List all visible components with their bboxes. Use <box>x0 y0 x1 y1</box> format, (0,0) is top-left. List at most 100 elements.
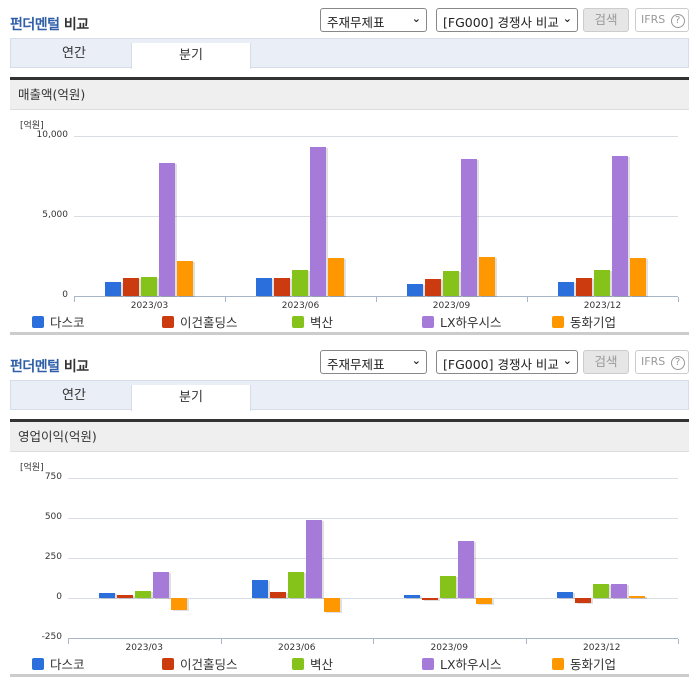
ifrs-label: IFRS <box>641 13 666 26</box>
bar-LX하우시스 <box>158 163 175 296</box>
legend-label: 이건홀딩스 <box>180 657 238 672</box>
legend-item[interactable]: LX하우시스 <box>422 312 502 330</box>
x-tick-mark <box>678 297 679 302</box>
bar-벽산 <box>442 271 459 296</box>
x-tick-label: 2023/06 <box>281 301 320 311</box>
x-tick-mark <box>74 297 75 302</box>
bar-LX하우시스 <box>458 541 475 598</box>
period-tabs: 연간 분기 <box>10 380 689 411</box>
chart-subheader: 영업이익(억원) <box>10 419 689 452</box>
legend-item[interactable]: 벽산 <box>292 654 334 672</box>
bar-동화기업 <box>323 598 340 613</box>
bar-벽산 <box>140 276 157 296</box>
legend-label: 이건홀딩스 <box>180 315 238 330</box>
legend-swatch <box>292 316 304 328</box>
legend-item[interactable]: 다스코 <box>32 312 85 330</box>
search-button[interactable]: 검색 <box>583 350 629 374</box>
legend-item[interactable]: 동화기업 <box>552 654 617 672</box>
legend-item[interactable]: 다스코 <box>32 654 85 672</box>
bar-이건홀딩스 <box>422 598 439 601</box>
title-dark: 비교 <box>63 17 89 33</box>
tab-annual[interactable]: 연간 <box>62 388 86 403</box>
bar-다스코 <box>404 594 421 598</box>
ifrs-button[interactable]: IFRS ? <box>635 8 689 32</box>
bar-이건홀딩스 <box>575 277 592 296</box>
gridline <box>68 558 678 559</box>
bar-동화기업 <box>176 260 193 296</box>
legend-label: 다스코 <box>50 315 85 330</box>
bar-벽산 <box>291 270 308 296</box>
bar-다스코 <box>255 278 272 296</box>
bar-벽산 <box>287 571 304 598</box>
tab-annual[interactable]: 연간 <box>62 46 86 61</box>
legend-swatch <box>292 658 304 670</box>
y-tick-label: 500 <box>44 512 62 522</box>
statement-type-select[interactable]: 주재무제표 ⌄ <box>320 350 427 374</box>
bar-LX하우시스 <box>309 147 326 296</box>
gridline <box>68 518 678 519</box>
gridline <box>74 216 678 217</box>
bar-LX하우시스 <box>611 156 628 296</box>
comparison-select[interactable]: [FG000] 경쟁사 비교 ⌄ <box>436 350 578 374</box>
legend-swatch <box>32 658 44 670</box>
chevron-down-icon: ⌄ <box>562 354 572 367</box>
bar-LX하우시스 <box>305 519 322 598</box>
chevron-down-icon: ⌄ <box>411 354 421 367</box>
select-value: [FG000] 경쟁사 비교 <box>443 15 559 30</box>
bar-LX하우시스 <box>460 159 477 296</box>
bar-다스코 <box>104 281 121 296</box>
bar-이건홀딩스 <box>117 594 134 598</box>
legend-swatch <box>162 658 174 670</box>
legend-item[interactable]: 이건홀딩스 <box>162 654 238 672</box>
bar-이건홀딩스 <box>273 278 290 296</box>
tab-quarterly[interactable]: 분기 <box>131 385 251 411</box>
bar-벽산 <box>440 575 457 598</box>
legend-label: LX하우시스 <box>440 315 502 330</box>
legend-swatch <box>422 658 434 670</box>
x-tick-label: 2023/03 <box>130 301 169 311</box>
help-icon[interactable]: ? <box>670 14 685 28</box>
x-tick-mark <box>376 297 377 302</box>
legend-swatch <box>552 316 564 328</box>
x-tick-label: 2023/03 <box>125 643 163 653</box>
help-icon[interactable]: ? <box>670 356 685 370</box>
select-value: 주재무제표 <box>327 357 385 372</box>
bar-이건홀딩스 <box>424 279 441 296</box>
legend-label: 다스코 <box>50 657 85 672</box>
legend-label: 동화기업 <box>570 657 617 672</box>
search-button[interactable]: 검색 <box>583 8 629 32</box>
legend-item[interactable]: 이건홀딩스 <box>162 312 238 330</box>
legend-label: 벽산 <box>310 657 334 672</box>
bar-벽산 <box>135 590 152 598</box>
tab-quarterly[interactable]: 분기 <box>131 43 251 69</box>
y-tick-label: 0 <box>56 592 62 602</box>
section-title: 펀더멘털 비교 <box>10 356 89 376</box>
y-tick-label: -250 <box>41 632 62 642</box>
x-tick-label: 2023/12 <box>583 301 622 311</box>
bar-LX하우시스 <box>610 584 627 598</box>
legend-item[interactable]: 동화기업 <box>552 312 616 330</box>
ifrs-button[interactable]: IFRS ? <box>635 350 689 374</box>
y-tick-label: 0 <box>62 290 68 300</box>
legend-item[interactable]: 벽산 <box>292 312 334 330</box>
statement-type-select[interactable]: 주재무제표 ⌄ <box>320 8 427 32</box>
section-header: 펀더멘털 비교 주재무제표 ⌄ [FG000] 경쟁사 비교 ⌄ 검색 IFRS… <box>0 342 696 380</box>
x-tick-mark <box>220 639 222 644</box>
bar-동화기업 <box>476 598 493 604</box>
legend-item[interactable]: LX하우시스 <box>422 654 502 672</box>
bar-LX하우시스 <box>153 572 170 598</box>
chevron-down-icon: ⌄ <box>562 12 572 25</box>
x-tick-mark <box>525 639 527 644</box>
revenue-chart: [억원] 10,000 5,000 0 2023/03 2023/06 2023/09 202… <box>10 111 689 335</box>
bar-동화기업 <box>629 257 646 296</box>
bar-다스코 <box>556 592 573 598</box>
legend-label: LX하우시스 <box>440 657 502 672</box>
bar-동화기업 <box>327 257 344 296</box>
legend-label: 벽산 <box>310 315 334 330</box>
comparison-select[interactable]: [FG000] 경쟁사 비교 ⌄ <box>436 8 578 32</box>
x-tick-mark <box>527 297 528 302</box>
gridline <box>68 478 678 479</box>
ifrs-label: IFRS <box>641 355 666 368</box>
legend-swatch <box>422 316 434 328</box>
x-axis-line <box>68 638 678 639</box>
